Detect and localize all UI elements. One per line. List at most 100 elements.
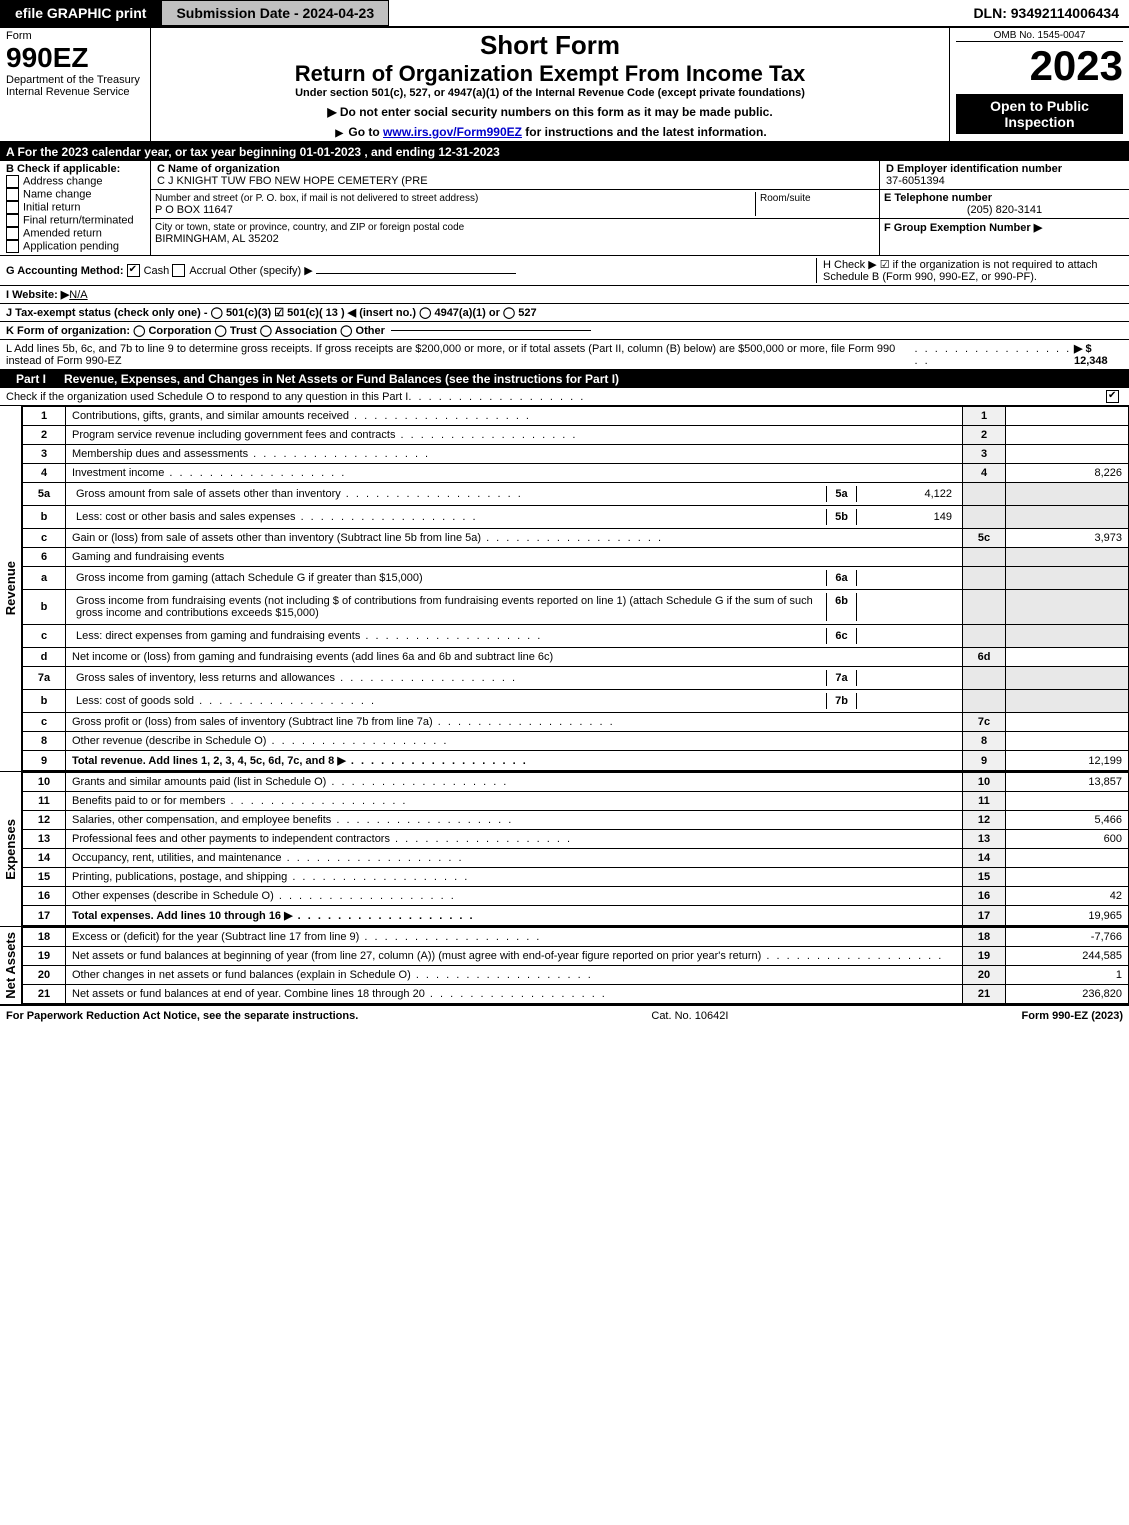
line-desc: Salaries, other compensation, and employ… xyxy=(72,814,331,826)
row-j: J Tax-exempt status (check only one) - ◯… xyxy=(0,304,1129,322)
line-desc: Professional fees and other payments to … xyxy=(72,833,390,845)
line-num: c xyxy=(23,529,66,548)
sub-box: 6a xyxy=(826,570,856,586)
revenue-vlabel: Revenue xyxy=(3,561,18,615)
org-city: BIRMINGHAM, AL 35202 xyxy=(155,233,279,245)
line-amt: 236,820 xyxy=(1006,985,1129,1004)
line-num: 16 xyxy=(23,887,66,906)
shaded-cell xyxy=(1006,625,1129,648)
line-num: 20 xyxy=(23,966,66,985)
line-desc: Contributions, gifts, grants, and simila… xyxy=(72,410,349,422)
line-num: 14 xyxy=(23,849,66,868)
page-footer: For Paperwork Reduction Act Notice, see … xyxy=(0,1005,1129,1026)
line-desc: Gain or (loss) from sale of assets other… xyxy=(72,532,481,544)
link-note: Go to www.irs.gov/Form990EZ for instruct… xyxy=(157,125,943,139)
line-num: 18 xyxy=(23,928,66,947)
opt-final-return: Final return/terminated xyxy=(23,214,134,226)
line-desc: Less: direct expenses from gaming and fu… xyxy=(76,630,360,642)
sub-amt xyxy=(856,693,956,709)
line-num: 15 xyxy=(23,868,66,887)
line-ref: 3 xyxy=(963,445,1006,464)
sub-box: 7b xyxy=(826,693,856,709)
sub-box: 5a xyxy=(826,486,856,502)
line-desc: Total revenue. Add lines 1, 2, 3, 4, 5c,… xyxy=(72,755,346,767)
line-ref: 17 xyxy=(963,906,1006,926)
sub-amt xyxy=(856,593,956,621)
dept-label: Department of the Treasury xyxy=(6,74,144,86)
line-desc: Excess or (deficit) for the year (Subtra… xyxy=(72,931,359,943)
open-inspection: Open to Public Inspection xyxy=(956,94,1123,134)
chk-amended-return[interactable] xyxy=(6,227,19,240)
sub-amt xyxy=(856,628,956,644)
line-amt: 600 xyxy=(1006,830,1129,849)
line-num: c xyxy=(23,625,66,648)
chk-initial-return[interactable] xyxy=(6,201,19,214)
line-ref: 5c xyxy=(963,529,1006,548)
line-ref: 21 xyxy=(963,985,1006,1004)
line-ref: 18 xyxy=(963,928,1006,947)
line-ref: 10 xyxy=(963,773,1006,792)
b-label: B Check if applicable: xyxy=(6,163,144,175)
line-amt xyxy=(1006,648,1129,667)
room-label: Room/suite xyxy=(760,193,811,204)
year-box: OMB No. 1545-0047 2023 Open to Public In… xyxy=(949,28,1129,141)
sub-box: 6c xyxy=(826,628,856,644)
submission-date: Submission Date - 2024-04-23 xyxy=(161,0,389,26)
l-text: L Add lines 5b, 6c, and 7b to line 9 to … xyxy=(6,343,914,367)
line-ref: 13 xyxy=(963,830,1006,849)
line-desc: Total expenses. Add lines 10 through 16 … xyxy=(72,910,293,922)
sub-box: 5b xyxy=(826,509,856,525)
line-amt xyxy=(1006,792,1129,811)
chk-name-change[interactable] xyxy=(6,188,19,201)
line-amt xyxy=(1006,407,1129,426)
dln-label: DLN: 93492114006434 xyxy=(963,1,1129,25)
shaded-cell xyxy=(963,625,1006,648)
ein-value: 37-6051394 xyxy=(886,175,945,187)
line-amt: 1 xyxy=(1006,966,1129,985)
irs-link[interactable]: www.irs.gov/Form990EZ xyxy=(383,125,522,139)
chk-cash[interactable] xyxy=(127,264,140,277)
opt-name-change: Name change xyxy=(23,188,92,200)
shaded-cell xyxy=(963,567,1006,590)
shaded-cell xyxy=(963,590,1006,625)
line-desc: Other expenses (describe in Schedule O) xyxy=(72,890,274,902)
line-desc: Occupancy, rent, utilities, and maintena… xyxy=(72,852,282,864)
line-num: 1 xyxy=(23,407,66,426)
chk-final-return[interactable] xyxy=(6,214,19,227)
chk-address-change[interactable] xyxy=(6,175,19,188)
line-num: c xyxy=(23,713,66,732)
line-a: A For the 2023 calendar year, or tax yea… xyxy=(0,143,1129,161)
line-desc: Net income or (loss) from gaming and fun… xyxy=(72,651,553,663)
efile-print-button[interactable]: efile GRAPHIC print xyxy=(0,0,161,26)
line-amt xyxy=(1006,732,1129,751)
opt-initial-return: Initial return xyxy=(23,201,80,213)
footer-right: Form 990-EZ (2023) xyxy=(1022,1010,1123,1022)
form-number: 990EZ xyxy=(6,42,144,74)
part1-title: Revenue, Expenses, and Changes in Net As… xyxy=(64,372,619,386)
shaded-cell xyxy=(1006,590,1129,625)
netassets-table: 18 Excess or (deficit) for the year (Subt… xyxy=(22,927,1129,1004)
chk-schedule-o[interactable] xyxy=(1106,390,1119,403)
line-desc: Gaming and fundraising events xyxy=(66,548,963,567)
line-num: 12 xyxy=(23,811,66,830)
expenses-section: Expenses 10Grants and similar amounts pa… xyxy=(0,772,1129,927)
chk-accrual[interactable] xyxy=(172,264,185,277)
chk-application-pending[interactable] xyxy=(6,240,19,253)
row-i: I Website: ▶ N/A xyxy=(0,286,1129,304)
footer-mid: Cat. No. 10642I xyxy=(358,1010,1021,1022)
title-box: Short Form Return of Organization Exempt… xyxy=(150,28,949,141)
line-ref: 16 xyxy=(963,887,1006,906)
line-ref: 8 xyxy=(963,732,1006,751)
line-ref: 7c xyxy=(963,713,1006,732)
netassets-vlabel: Net Assets xyxy=(3,932,18,999)
part1-sub: Check if the organization used Schedule … xyxy=(6,391,408,403)
expenses-table: 10Grants and similar amounts paid (list … xyxy=(22,772,1129,926)
line-desc: Other revenue (describe in Schedule O) xyxy=(72,735,266,747)
sub-amt: 4,122 xyxy=(856,486,956,502)
section-h: H Check ▶ ☑ if the organization is not r… xyxy=(816,258,1123,283)
section-bcdef: B Check if applicable: Address change Na… xyxy=(0,161,1129,256)
line-amt: 3,973 xyxy=(1006,529,1129,548)
line-amt xyxy=(1006,849,1129,868)
sub-box: 6b xyxy=(826,593,856,621)
i-label: I Website: ▶ xyxy=(6,288,69,301)
